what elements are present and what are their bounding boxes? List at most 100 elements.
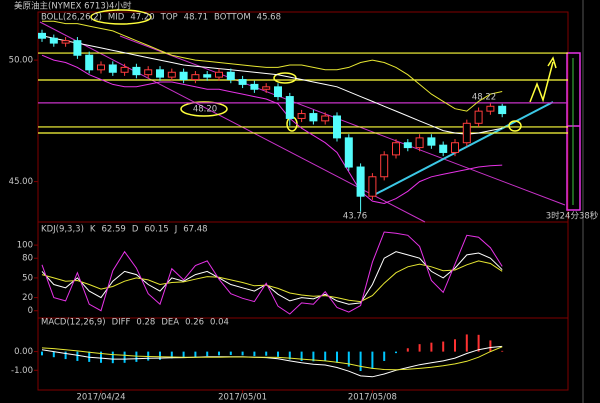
- candle-body: [274, 86, 282, 98]
- macd-bar: [454, 339, 456, 352]
- macd-frame: [37, 317, 569, 391]
- candle-body: [368, 176, 377, 197]
- header-text: MACD(12,26,9): [41, 318, 106, 328]
- macd-bar: [383, 351, 386, 361]
- candle-body: [144, 69, 153, 76]
- macd-bar: [218, 351, 220, 356]
- macd-bar: [64, 351, 67, 360]
- candle-body: [250, 83, 259, 90]
- candle-body: [262, 86, 271, 90]
- boll-line: [41, 35, 503, 135]
- macd-bar: [489, 340, 492, 352]
- macd-bar: [265, 351, 268, 356]
- candle-body: [451, 142, 459, 153]
- candle-body: [203, 74, 212, 78]
- header-text: TOP: [160, 13, 178, 23]
- header-text: 0.26: [185, 318, 204, 328]
- macd-bar: [359, 351, 362, 372]
- boll-line: [42, 20, 503, 112]
- candle-body: [238, 79, 247, 85]
- macd-bar: [111, 351, 114, 364]
- macd-line: [41, 346, 503, 371]
- header-text: J: [174, 225, 178, 235]
- macd-bar: [170, 351, 173, 359]
- kdj-line: [41, 260, 503, 303]
- candle-body: [73, 40, 82, 56]
- y-tick-label: -1.00: [11, 366, 33, 376]
- header-text: 47.20: [130, 13, 154, 23]
- trend-line: [371, 101, 554, 197]
- macd-bar: [324, 351, 327, 361]
- macd-line: [41, 345, 503, 378]
- macd-bar: [300, 351, 303, 361]
- candle-body: [474, 110, 483, 124]
- header-text: KDJ(9,3,3): [41, 225, 84, 235]
- kdj-frame: [37, 221, 569, 319]
- candle-body: [215, 71, 223, 78]
- candle-body: [108, 64, 117, 73]
- candle-body: [403, 142, 412, 149]
- candle-body: [392, 142, 400, 156]
- macd-bar: [336, 351, 338, 363]
- macd-bar: [395, 351, 397, 354]
- macd-bar: [135, 351, 138, 362]
- macd-bar: [442, 341, 445, 352]
- macd-bar: [241, 351, 244, 356]
- header-text: 60.15: [144, 225, 168, 235]
- header-text: 0.28: [136, 318, 155, 328]
- candle-body: [333, 115, 341, 139]
- header-text: D: [132, 225, 139, 235]
- frames: [37, 0, 584, 403]
- candle-body: [462, 122, 471, 144]
- candle-body: [191, 74, 200, 81]
- header-text: 0.04: [210, 318, 229, 328]
- candle-body: [85, 54, 94, 71]
- macd-bar: [371, 351, 374, 369]
- annotation: 48.22: [472, 93, 496, 103]
- candle-body: [321, 115, 330, 122]
- macd-bar: [477, 334, 480, 352]
- macd-bar: [347, 351, 350, 367]
- header-text: BOLL(26,26,2): [41, 13, 102, 23]
- candle-body: [486, 105, 495, 112]
- header-text: MID: [108, 13, 125, 23]
- channel-line: [119, 35, 566, 206]
- candle-body: [179, 71, 188, 81]
- highlight: [90, 9, 152, 25]
- header-text: 62.59: [101, 225, 125, 235]
- y-tick-label: 45.00: [9, 177, 33, 187]
- candle-body: [61, 40, 70, 44]
- header-text: K: [90, 225, 96, 235]
- candle-body: [356, 166, 365, 197]
- target-box: [566, 52, 581, 211]
- x-tick-label: 2017/04/24: [77, 393, 126, 403]
- candle-body: [226, 71, 235, 81]
- macd-bar: [100, 351, 102, 363]
- candle-body: [297, 113, 306, 119]
- macd-bar: [229, 351, 232, 355]
- header-text: BOTTOM: [214, 13, 251, 23]
- annotation: 3时24分38秒: [546, 211, 599, 222]
- macd-bar: [206, 351, 209, 357]
- candle-body: [156, 69, 164, 78]
- x-tick-label: 2017/05/01: [218, 393, 267, 403]
- header-text: DEA: [161, 318, 179, 328]
- macd-bar: [312, 351, 315, 362]
- header-text: 48.71: [184, 13, 208, 23]
- highlight: [180, 101, 228, 117]
- annotation: 48.20: [193, 105, 217, 115]
- macd-bar: [123, 351, 126, 363]
- macd-bar: [41, 351, 43, 356]
- macd-bar: [194, 351, 197, 358]
- macd-bar: [406, 348, 409, 352]
- macd-bar: [253, 351, 256, 357]
- candle-body: [439, 144, 448, 153]
- y-tick-label: 80: [22, 254, 33, 264]
- macd-bar: [418, 344, 421, 352]
- kdj-line: [41, 231, 503, 315]
- y-tick-label: 100: [17, 241, 33, 251]
- macd-bar: [76, 351, 79, 361]
- y-tick-label: 50.00: [9, 56, 33, 66]
